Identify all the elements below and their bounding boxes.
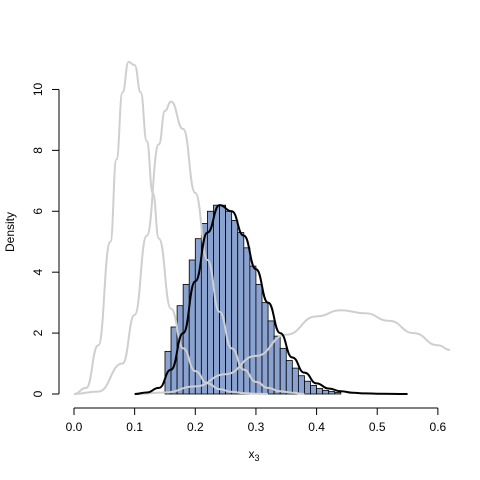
histogram-bar xyxy=(322,389,330,395)
y-tick-label: 4 xyxy=(31,269,45,276)
x-tick-label: 0.3 xyxy=(248,420,265,434)
histogram-bar xyxy=(304,380,311,395)
x-axis-title-main: x xyxy=(248,447,254,461)
reference-density-curve xyxy=(134,309,451,395)
density-curves xyxy=(73,61,451,395)
x-tick-label: 0.2 xyxy=(187,420,204,434)
histogram-bar xyxy=(328,391,336,395)
y-tick-label: 10 xyxy=(31,82,45,96)
axes: 0.0 0.1 0.2 0.3 0.4 0.5 0.6 0 2 4 6 8 10 xyxy=(31,82,447,434)
y-axis-title: Density xyxy=(3,212,17,252)
histogram-bar xyxy=(219,204,227,395)
x-tick-label: 0.5 xyxy=(369,420,386,434)
x-tick-label: 0.4 xyxy=(308,420,325,434)
x-tick-label: 0.0 xyxy=(66,420,83,434)
histogram-bars xyxy=(164,204,342,395)
histogram-bar xyxy=(279,347,287,395)
histogram-bar xyxy=(267,320,275,395)
histogram-bar xyxy=(316,388,324,395)
histogram-bar xyxy=(188,259,196,395)
histogram-bar xyxy=(285,360,293,395)
histogram-bar xyxy=(291,367,299,395)
y-tick-label: 0 xyxy=(31,390,45,397)
x-axis-title: x3 xyxy=(248,447,259,463)
y-tick-label: 2 xyxy=(31,329,45,336)
histogram-bar xyxy=(207,210,214,395)
histogram-bar xyxy=(310,385,317,395)
fitted-density-curve xyxy=(134,204,408,395)
histogram-bar xyxy=(297,375,305,395)
histogram-bar xyxy=(273,335,281,395)
histogram-bar xyxy=(255,283,263,395)
reference-density-curve xyxy=(73,100,305,395)
histogram-bar xyxy=(249,265,257,395)
histogram-bar xyxy=(231,220,239,395)
x-tick-label: 0.6 xyxy=(430,420,447,434)
histogram-bar xyxy=(261,302,269,395)
y-tick-label: 6 xyxy=(31,208,45,215)
x-axis-title-subscript: 3 xyxy=(254,453,259,463)
histogram-bar xyxy=(334,392,342,395)
histogram-bar xyxy=(182,283,190,395)
x-tick-label: 0.1 xyxy=(126,420,143,434)
y-tick-label: 8 xyxy=(31,147,45,154)
histogram-bar xyxy=(225,210,233,395)
